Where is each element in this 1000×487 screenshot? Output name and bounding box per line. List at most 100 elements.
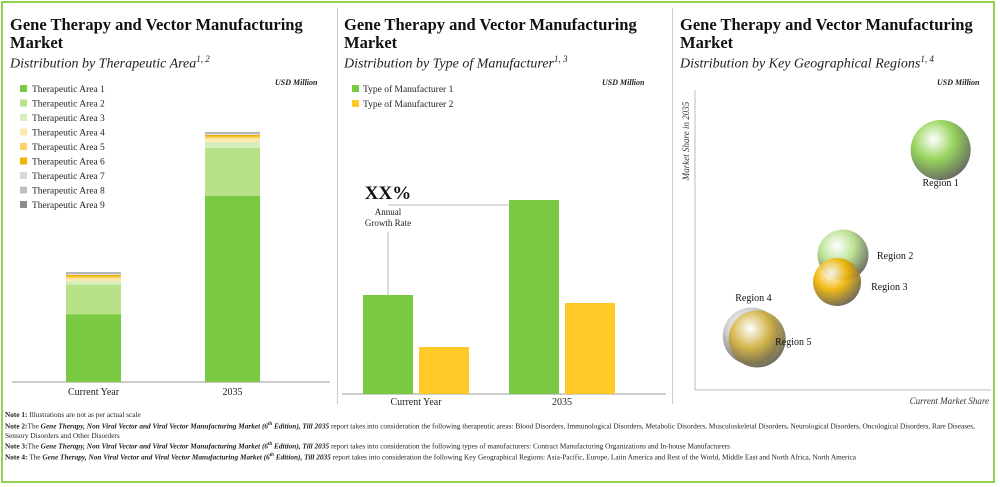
legend-label: Therapeutic Area 9	[32, 201, 105, 211]
growth-rate-label: Annual	[375, 207, 402, 217]
footnote: Note 1: Illustrations are not as per act…	[5, 410, 985, 420]
bubble-label: Region 3	[871, 282, 907, 293]
footnote-text: th	[268, 421, 273, 427]
bar-segment	[66, 272, 121, 274]
bar-segment	[205, 141, 260, 148]
legend-swatch	[20, 99, 27, 107]
growth-rate-label: Growth Rate	[365, 218, 411, 228]
bar-segment	[205, 132, 260, 134]
footnote-text: Edition), Till 2035	[272, 421, 330, 431]
therapeutic-area-chart: Therapeutic Area 1 Therapeutic Area 2 Ther…	[12, 85, 330, 398]
legend-swatch	[352, 100, 359, 107]
footnote-label: Note 3:	[5, 441, 28, 451]
panel3-title-line2: Market	[680, 33, 734, 52]
x-tick-label: Current Year	[68, 387, 120, 398]
panel1-subtitle-sup: 1, 2	[196, 54, 210, 64]
legend-label: Therapeutic Area 7	[32, 172, 105, 182]
bar-segment	[205, 147, 260, 196]
legend-swatch	[20, 172, 27, 179]
x-tick-label: Current Year	[390, 397, 442, 408]
x-tick-label: 2035	[223, 387, 243, 398]
bubble-label: Region 2	[877, 251, 913, 262]
panel1-title-line2: Market	[10, 33, 64, 52]
footnote-text: Gene Therapy, Non Viral Vector and Viral…	[40, 421, 269, 431]
panel-divider	[672, 8, 673, 404]
legend-swatch	[20, 157, 27, 165]
bar-segment	[205, 134, 260, 137]
bar	[419, 347, 469, 394]
legend-label: Therapeutic Area 1	[32, 85, 105, 95]
panel2-subtitle-sup: 1, 3	[553, 54, 568, 64]
legend-label: Therapeutic Area 5	[32, 143, 105, 153]
bar-segment	[66, 284, 121, 315]
panel1-title-line1: Gene Therapy and Vector Manufacturing	[10, 15, 303, 34]
panel3-subtitle: Distribution by Key Geographical Regions…	[680, 54, 934, 73]
legend-swatch	[20, 186, 27, 194]
bubble	[813, 258, 862, 306]
footnote-text: Edition), Till 2035	[273, 452, 331, 462]
footnote: Note 4: The Gene Therapy, Non Viral Vect…	[5, 451, 985, 462]
legend-label: Therapeutic Area 2	[32, 100, 105, 110]
bubble	[728, 310, 786, 368]
bubble	[910, 120, 971, 180]
legend-label: Therapeutic Area 6	[32, 158, 105, 168]
footnote: Note 2:The Gene Therapy, Non Viral Vecto…	[5, 420, 985, 441]
growth-rate-value: XX%	[365, 183, 411, 204]
bar-segment	[66, 278, 121, 282]
footnote-text: Edition), Till 2035	[272, 441, 330, 451]
bar-segment	[66, 314, 121, 382]
footnote-text: Illustrations are not as per actual scal…	[27, 410, 141, 419]
bar-segment	[205, 138, 260, 142]
panel1-subtitle: Distribution by Therapeutic Area1, 2	[10, 54, 210, 73]
panel-divider	[337, 8, 338, 404]
bar	[565, 303, 615, 394]
x-axis-title: Current Market Share	[910, 396, 989, 406]
panel3-subtitle-text: Distribution by Key Geographical Regions	[680, 56, 921, 72]
footnote-label: Note 4:	[5, 452, 28, 462]
bar-segment	[66, 276, 121, 279]
footnote-label: Note 2:	[5, 421, 28, 431]
panel1-subtitle-text: Distribution by Therapeutic Area	[10, 56, 197, 72]
panel3-subtitle-sup: 1, 4	[920, 54, 934, 64]
legend-label: Type of Manufacturer 1	[363, 84, 454, 95]
legend-label: Therapeutic Area 8	[32, 187, 105, 197]
bar	[509, 200, 559, 394]
bar-segment	[66, 274, 121, 277]
bar-segment	[205, 136, 260, 139]
geographical-bubble-chart: Current Market Share Market Share in 2035…	[681, 90, 991, 406]
footnote-text: The	[27, 452, 43, 462]
footnote-label: Note 1:	[5, 410, 28, 419]
footnote: Note 3:The Gene Therapy, Non Viral Vecto…	[5, 440, 985, 451]
panel2-title-line1: Gene Therapy and Vector Manufacturing	[344, 15, 637, 34]
bubble-label: Region 1	[922, 178, 958, 189]
legend-swatch	[20, 128, 27, 136]
legend-swatch	[352, 85, 359, 92]
manufacturer-type-chart: Type of Manufacturer 1 Type of Manufactur…	[342, 84, 666, 408]
panel2-subtitle-text: Distribution by Type of Manufacturer	[344, 56, 554, 72]
footnote-text: report takes into consideration the foll…	[5, 421, 975, 440]
legend-swatch	[20, 201, 27, 208]
bar-segment	[66, 273, 121, 275]
panel1-unit: USD Million	[275, 78, 318, 87]
footnote-text: th	[269, 453, 274, 459]
bubble-label: Region 4	[735, 293, 771, 304]
bar-segment	[205, 134, 260, 135]
bar-segment	[205, 133, 260, 135]
footnote-text: th	[268, 442, 273, 448]
panel3-title-line1: Gene Therapy and Vector Manufacturing	[680, 15, 973, 34]
legend-swatch	[20, 143, 27, 150]
legend-swatch	[20, 85, 27, 92]
footnotes: Note 1: Illustrations are not as per act…	[5, 410, 985, 462]
bar	[363, 295, 413, 394]
panel3-unit: USD Million	[937, 78, 980, 87]
y-axis-title: Market Share in 2035	[681, 101, 691, 181]
panel2-subtitle: Distribution by Type of Manufacturer1, 3	[344, 54, 567, 73]
footnote-text: Gene Therapy, Non Viral Vector and Viral…	[42, 452, 270, 462]
legend-label: Therapeutic Area 3	[32, 114, 105, 124]
bar-segment	[205, 195, 260, 382]
panel2-title-line2: Market	[344, 33, 398, 52]
legend-swatch	[20, 114, 27, 121]
bubble-label: Region 5	[775, 337, 811, 348]
bar-segment	[66, 274, 121, 275]
